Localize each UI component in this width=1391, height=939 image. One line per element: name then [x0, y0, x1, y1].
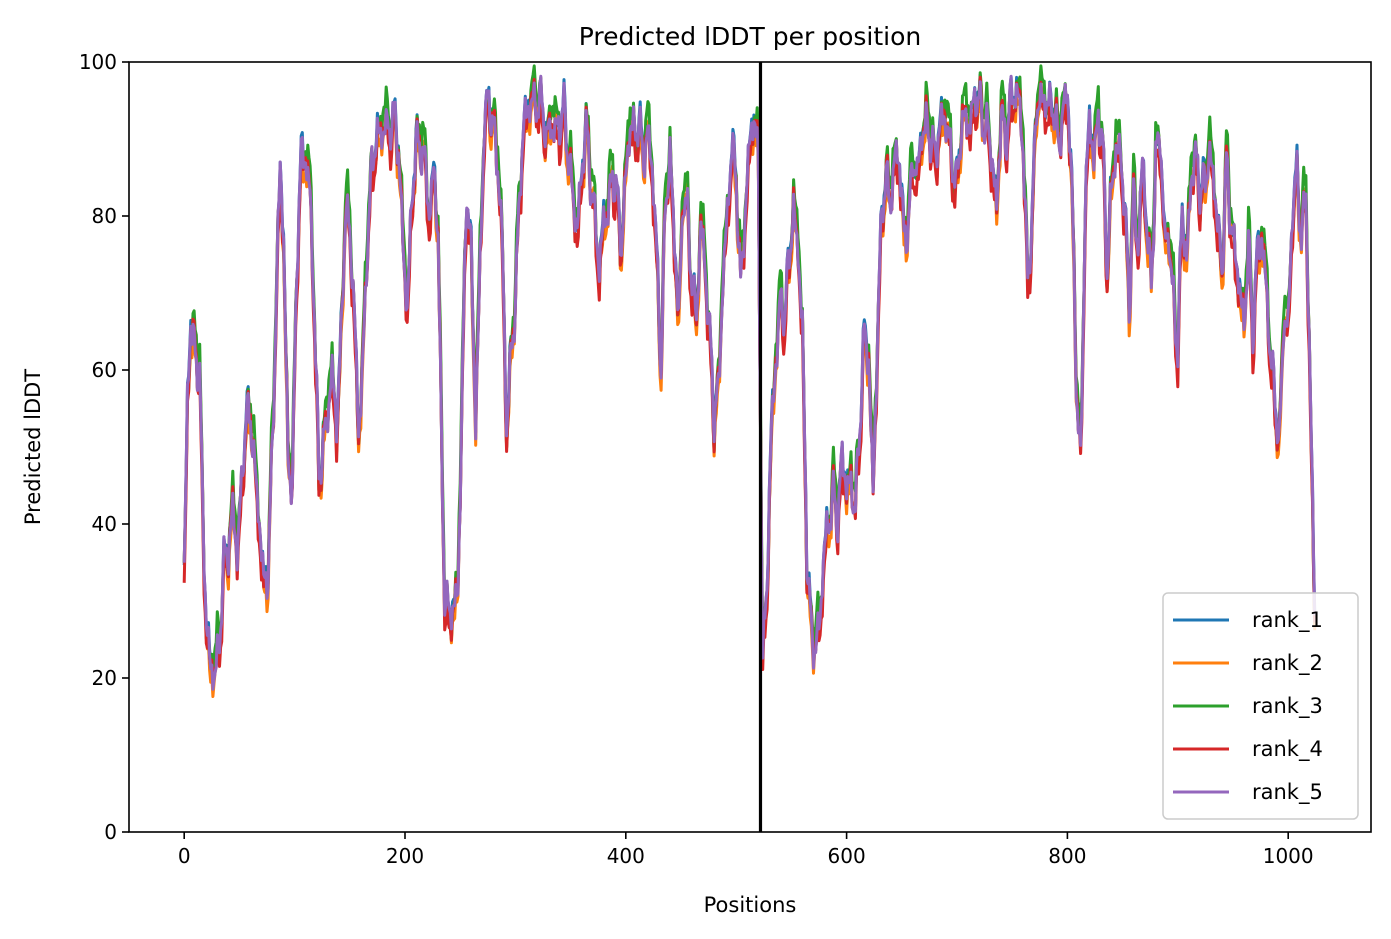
x-tick-label: 0 [178, 844, 191, 868]
legend-item-rank-3: rank_3 [1173, 694, 1323, 719]
x-tick-label: 600 [828, 844, 866, 868]
legend: rank_1 rank_2 rank_3 rank_4 rank_5 [1162, 592, 1359, 820]
x-axis-ticks: 0 200 400 600 800 1000 [178, 832, 1314, 868]
y-tick-label: 60 [92, 358, 117, 382]
legend-item-rank-5: rank_5 [1173, 780, 1323, 805]
legend-item-rank-2: rank_2 [1173, 651, 1323, 676]
y-tick-label: 20 [92, 666, 117, 690]
legend-item-rank-4: rank_4 [1173, 737, 1323, 762]
legend-label-rank-2: rank_2 [1252, 651, 1323, 676]
legend-label-rank-3: rank_3 [1252, 694, 1323, 719]
legend-label-rank-5: rank_5 [1252, 780, 1323, 805]
legend-label-rank-4: rank_4 [1252, 737, 1323, 762]
x-tick-label: 1000 [1263, 844, 1314, 868]
y-tick-label: 40 [92, 512, 117, 536]
x-tick-label: 200 [386, 844, 424, 868]
plot-frame [128, 61, 1372, 833]
chart-title: Predicted lDDT per position [579, 22, 921, 51]
y-tick-label: 0 [104, 820, 117, 844]
y-tick-label: 100 [79, 50, 117, 74]
x-tick-label: 800 [1048, 844, 1086, 868]
legend-frame [1162, 592, 1359, 820]
series-layer [182, 64, 1317, 698]
y-tick-label: 80 [92, 204, 117, 228]
legend-label-rank-1: rank_1 [1252, 608, 1323, 633]
y-axis-label: Predicted lDDT [21, 369, 45, 525]
legend-item-rank-1: rank_1 [1173, 608, 1323, 633]
x-tick-label: 400 [607, 844, 645, 868]
series-line-rank-5 [182, 74, 1317, 691]
x-axis-label: Positions [704, 893, 797, 917]
y-axis-ticks: 0 20 40 60 80 100 [79, 50, 129, 844]
